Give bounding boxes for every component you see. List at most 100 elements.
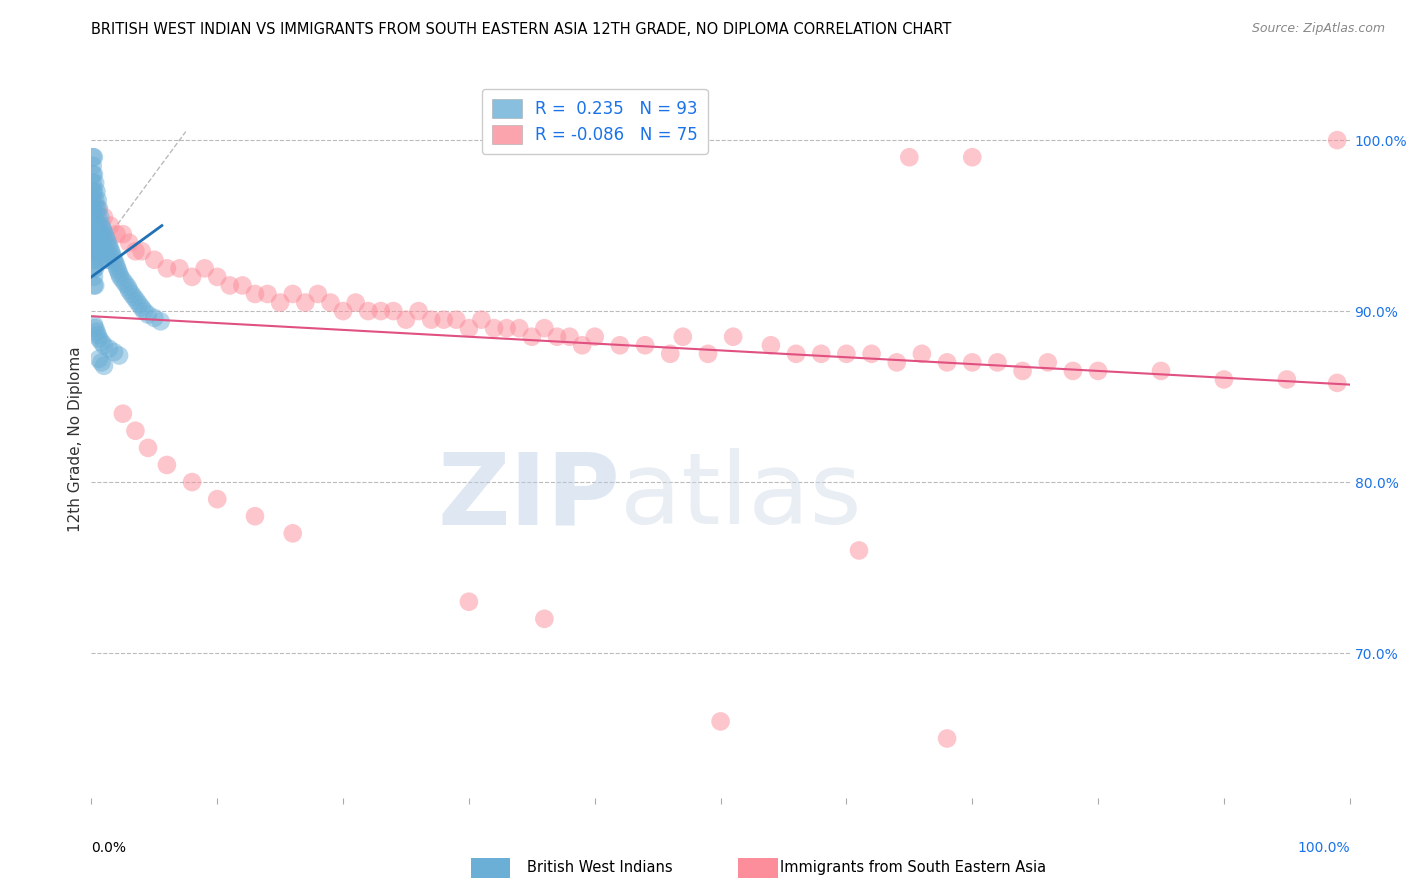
Point — [87, 219, 110, 233]
Point — [86, 219, 108, 233]
Point — [122, 290, 145, 304]
Point — [111, 227, 134, 241]
Point — [110, 269, 132, 284]
Point — [84, 321, 107, 335]
Point — [558, 329, 581, 343]
Point — [93, 338, 115, 352]
Point — [104, 256, 127, 270]
Point — [256, 287, 278, 301]
Point — [125, 293, 148, 308]
Point — [886, 355, 908, 369]
Point — [90, 252, 112, 267]
Point — [156, 458, 179, 472]
Point — [86, 252, 108, 267]
Point — [101, 249, 124, 263]
Point — [520, 329, 543, 343]
Point — [205, 269, 228, 284]
Point — [848, 543, 870, 558]
Point — [84, 244, 107, 259]
Point — [533, 321, 555, 335]
Point — [87, 202, 110, 216]
Text: BRITISH WEST INDIAN VS IMMIGRANTS FROM SOUTH EASTERN ASIA 12TH GRADE, NO DIPLOMA: BRITISH WEST INDIAN VS IMMIGRANTS FROM S… — [91, 22, 952, 37]
Point — [446, 312, 468, 326]
Point — [307, 287, 329, 301]
Point — [98, 342, 121, 356]
Point — [83, 278, 105, 293]
Point — [90, 334, 112, 349]
Point — [84, 193, 107, 207]
Point — [94, 228, 117, 243]
Point — [82, 185, 104, 199]
Point — [936, 731, 959, 746]
Point — [93, 359, 115, 373]
Point — [83, 185, 105, 199]
Point — [96, 232, 118, 246]
Point — [194, 261, 217, 276]
Point — [131, 244, 153, 259]
Point — [86, 185, 108, 199]
Text: ZIP: ZIP — [437, 449, 620, 545]
Point — [107, 263, 129, 277]
Point — [205, 492, 228, 507]
Point — [508, 321, 530, 335]
Point — [136, 308, 159, 322]
Point — [108, 267, 131, 281]
Point — [121, 287, 143, 301]
Point — [86, 244, 108, 259]
Point — [1275, 372, 1298, 386]
Text: atlas: atlas — [620, 449, 862, 545]
Point — [470, 312, 492, 326]
Point — [83, 318, 105, 332]
Point — [103, 252, 125, 267]
Point — [118, 284, 141, 298]
Point — [111, 407, 134, 421]
Point — [84, 278, 107, 293]
Point — [83, 252, 105, 267]
Point — [96, 249, 118, 263]
Point — [82, 244, 104, 259]
Point — [962, 150, 984, 164]
Point — [420, 312, 443, 326]
Point — [408, 304, 430, 318]
Point — [82, 202, 104, 216]
Point — [672, 329, 695, 343]
Point — [111, 273, 134, 287]
Point — [97, 235, 120, 250]
Point — [911, 347, 934, 361]
Point — [83, 202, 105, 216]
Point — [181, 475, 204, 489]
Point — [281, 287, 304, 301]
Point — [91, 239, 114, 253]
Point — [89, 244, 111, 259]
Point — [395, 312, 418, 326]
Point — [89, 227, 111, 241]
Point — [143, 310, 166, 325]
Legend: R =  0.235   N = 93, R = -0.086   N = 75: R = 0.235 N = 93, R = -0.086 N = 75 — [482, 88, 707, 153]
Point — [533, 612, 555, 626]
Point — [759, 338, 782, 352]
Point — [86, 202, 108, 216]
Point — [898, 150, 921, 164]
Point — [143, 252, 166, 267]
Point — [231, 278, 253, 293]
Point — [495, 321, 517, 335]
Point — [243, 509, 266, 524]
Point — [810, 347, 832, 361]
Point — [105, 260, 128, 274]
Point — [962, 355, 984, 369]
Point — [860, 347, 883, 361]
Point — [117, 280, 139, 294]
Point — [1087, 364, 1109, 378]
Point — [986, 355, 1008, 369]
Text: Source: ZipAtlas.com: Source: ZipAtlas.com — [1251, 22, 1385, 36]
Point — [1011, 364, 1033, 378]
Text: 0.0%: 0.0% — [91, 841, 127, 855]
Point — [1326, 133, 1348, 147]
Point — [583, 329, 606, 343]
Point — [83, 235, 105, 250]
Point — [936, 355, 959, 369]
Point — [86, 193, 108, 207]
Point — [634, 338, 657, 352]
Point — [118, 235, 141, 250]
Point — [181, 269, 204, 284]
